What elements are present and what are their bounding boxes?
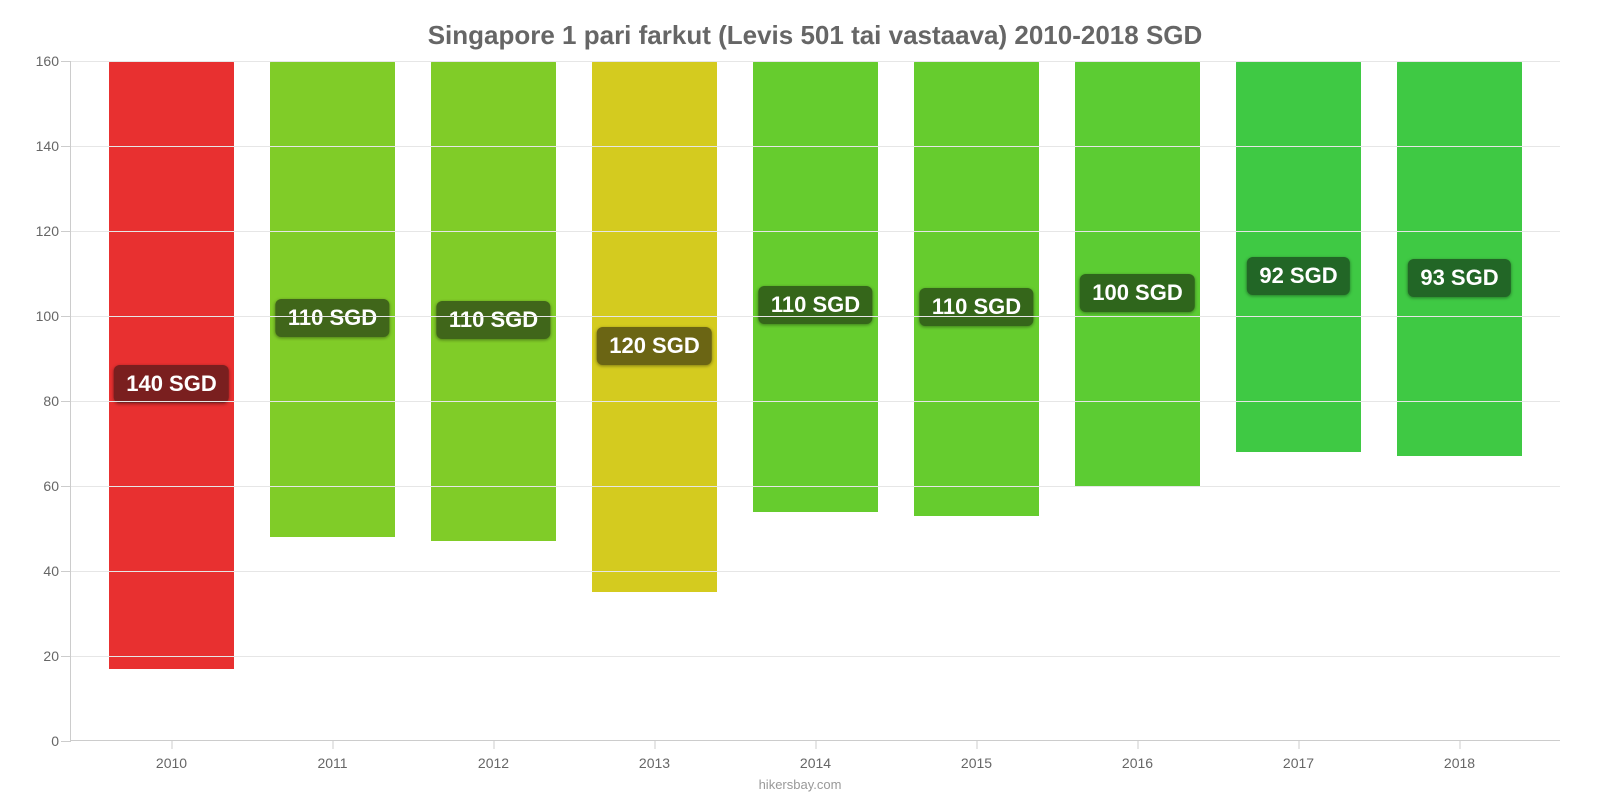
y-tick — [61, 571, 71, 572]
x-tick — [171, 741, 172, 749]
bar-value-label: 110 SGD — [920, 288, 1033, 326]
chart-title: Singapore 1 pari farkut (Levis 501 tai v… — [70, 20, 1560, 51]
bar-value-label: 110 SGD — [276, 299, 389, 337]
y-tick — [61, 146, 71, 147]
bar-value-label: 92 SGD — [1247, 257, 1349, 295]
y-tick-label: 120 — [21, 223, 59, 239]
y-tick — [61, 61, 71, 62]
bar-value-label: 110 SGD — [437, 301, 550, 339]
y-tick — [61, 486, 71, 487]
y-tick-label: 60 — [21, 478, 59, 494]
bar-value-label: 100 SGD — [1080, 274, 1195, 312]
bar-value-label: 93 SGD — [1408, 259, 1510, 297]
gridline — [71, 656, 1560, 657]
y-tick-label: 100 — [21, 308, 59, 324]
gridline — [71, 61, 1560, 62]
gridline — [71, 401, 1560, 402]
x-tick — [815, 741, 816, 749]
chart-footnote: hikersbay.com — [759, 777, 842, 792]
bar: 92 SGD — [1236, 61, 1362, 452]
x-tick-label: 2012 — [478, 755, 509, 771]
plot-area: 140 SGD2010110 SGD2011110 SGD2012120 SGD… — [70, 61, 1560, 741]
gridline — [71, 146, 1560, 147]
bar: 120 SGD — [592, 61, 718, 592]
gridline — [71, 486, 1560, 487]
bar: 110 SGD — [431, 61, 557, 541]
chart-container: Singapore 1 pari farkut (Levis 501 tai v… — [0, 0, 1600, 800]
bar: 93 SGD — [1397, 61, 1523, 456]
x-tick — [1298, 741, 1299, 749]
x-tick-label: 2015 — [961, 755, 992, 771]
bar: 110 SGD — [914, 61, 1040, 516]
bar-value-label: 120 SGD — [597, 327, 712, 365]
x-tick — [976, 741, 977, 749]
x-tick — [1137, 741, 1138, 749]
bar: 140 SGD — [109, 61, 235, 669]
x-tick — [332, 741, 333, 749]
x-tick-label: 2010 — [156, 755, 187, 771]
bar: 100 SGD — [1075, 61, 1201, 486]
y-tick-label: 40 — [21, 563, 59, 579]
y-tick-label: 160 — [21, 53, 59, 69]
x-tick-label: 2016 — [1122, 755, 1153, 771]
gridline — [71, 571, 1560, 572]
y-tick — [61, 401, 71, 402]
x-tick-label: 2018 — [1444, 755, 1475, 771]
y-tick-label: 80 — [21, 393, 59, 409]
y-tick — [61, 316, 71, 317]
x-tick-label: 2014 — [800, 755, 831, 771]
y-tick — [61, 656, 71, 657]
y-tick-label: 140 — [21, 138, 59, 154]
bar: 110 SGD — [753, 61, 879, 512]
y-tick-label: 20 — [21, 648, 59, 664]
y-tick — [61, 231, 71, 232]
x-tick-label: 2013 — [639, 755, 670, 771]
x-tick-label: 2017 — [1283, 755, 1314, 771]
y-tick — [61, 741, 71, 742]
bar-value-label: 110 SGD — [759, 286, 872, 324]
y-tick-label: 0 — [21, 733, 59, 749]
x-tick-label: 2011 — [317, 755, 347, 771]
x-tick — [1459, 741, 1460, 749]
x-tick — [493, 741, 494, 749]
bar: 110 SGD — [270, 61, 396, 537]
gridline — [71, 231, 1560, 232]
gridline — [71, 316, 1560, 317]
x-tick — [654, 741, 655, 749]
bar-value-label: 140 SGD — [114, 365, 229, 403]
